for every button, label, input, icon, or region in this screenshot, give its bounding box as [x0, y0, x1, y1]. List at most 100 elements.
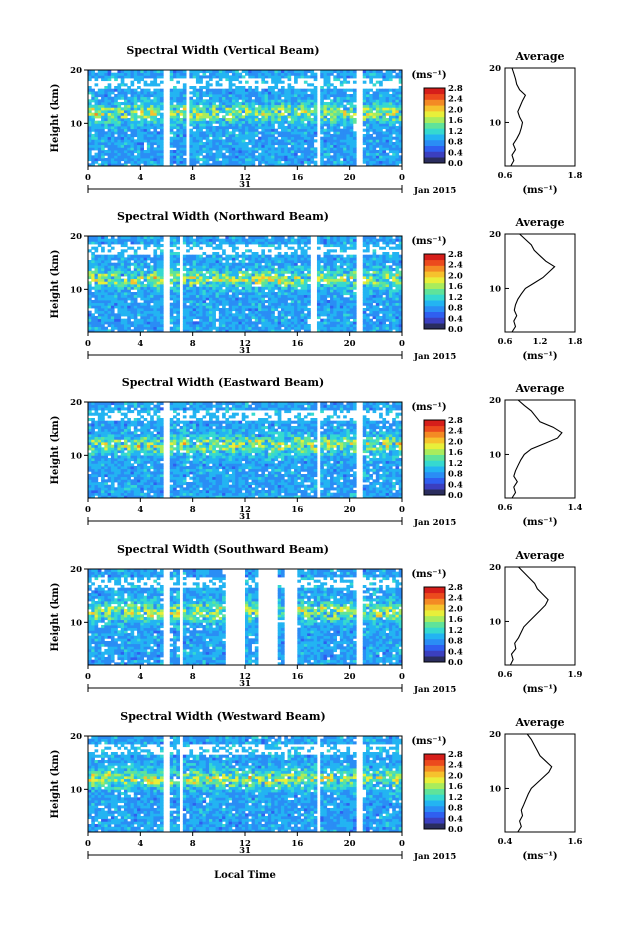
heatmap-cell — [294, 118, 298, 121]
heatmap-cell — [147, 295, 151, 298]
heatmap-cell — [297, 118, 301, 121]
heatmap-cell — [140, 102, 144, 105]
heatmap-cell — [131, 271, 135, 274]
heatmap-cell — [150, 316, 154, 319]
heatmap-cell — [288, 311, 292, 314]
heatmap-cell — [376, 123, 380, 126]
heatmap-cell — [245, 155, 249, 158]
heatmap-cell — [212, 327, 216, 330]
heatmap-cell — [101, 308, 105, 311]
heatmap-cell — [176, 89, 180, 92]
heatmap-cell — [379, 131, 383, 134]
heatmap-cell — [176, 297, 180, 300]
heatmap-cell — [183, 305, 187, 308]
heatmap-cell — [271, 265, 275, 268]
heatmap-cell — [202, 118, 206, 121]
heatmap-cell — [373, 129, 377, 132]
heatmap-cell — [196, 303, 200, 306]
heatmap-cell — [108, 276, 112, 279]
heatmap-cell — [88, 89, 92, 92]
heatmap-cell — [369, 134, 373, 137]
heatmap-cell — [95, 126, 99, 129]
heatmap-cell — [379, 126, 383, 129]
heatmap-cell — [222, 289, 226, 292]
heatmap-cell — [320, 289, 324, 292]
colorbar-swatch — [424, 128, 445, 134]
heatmap-cell — [242, 121, 246, 124]
heatmap-cell — [140, 134, 144, 137]
heatmap-cell — [304, 153, 308, 156]
heatmap-cell — [278, 316, 282, 319]
heatmap-cell — [320, 123, 324, 126]
heatmap-cell — [301, 260, 305, 263]
heatmap-cell — [376, 158, 380, 161]
heatmap-cell — [212, 300, 216, 303]
heatmap-cell — [104, 99, 108, 102]
heatmap-cell — [271, 289, 275, 292]
heatmap-cell — [140, 308, 144, 311]
heatmap-cell — [137, 75, 141, 78]
heatmap-cell — [310, 121, 314, 124]
heatmap-cell — [274, 268, 278, 271]
heatmap-cell — [340, 102, 344, 105]
heatmap-cell — [369, 113, 373, 116]
heatmap-cell — [294, 263, 298, 266]
heatmap-cell — [235, 155, 239, 158]
heatmap-cell — [268, 137, 272, 140]
heatmap-cell — [386, 113, 390, 116]
heatmap-cell — [343, 129, 347, 132]
heatmap-cell — [88, 99, 92, 102]
heatmap-cell — [153, 121, 157, 124]
heatmap-cell — [366, 153, 370, 156]
heatmap-cell — [150, 123, 154, 126]
heatmap-cell — [297, 289, 301, 292]
heatmap-cell — [346, 134, 350, 137]
heatmap-cell — [209, 265, 213, 268]
heatmap-cell — [101, 319, 105, 322]
heatmap-cell — [153, 303, 157, 306]
heatmap-cell — [284, 158, 288, 161]
heatmap-cell — [170, 115, 174, 118]
heatmap-cell — [304, 123, 308, 126]
heatmap-cell — [238, 319, 242, 322]
heatmap-cell — [173, 105, 177, 108]
heatmap-cell — [206, 134, 210, 137]
heatmap-cell — [340, 137, 344, 140]
heatmap-cell — [173, 273, 177, 276]
heatmap-cell — [337, 118, 341, 121]
heatmap-cell — [127, 273, 131, 276]
heatmap-cell — [258, 137, 262, 140]
heatmap-cell — [324, 83, 328, 86]
heatmap-cell — [150, 91, 154, 94]
heatmap-cell — [258, 155, 262, 158]
heatmap-cell — [170, 289, 174, 292]
heatmap-cell — [238, 97, 242, 100]
heatmap-cell — [255, 271, 259, 274]
heatmap-cell — [232, 110, 236, 113]
heatmap-cell — [291, 324, 295, 327]
heatmap-cell — [350, 147, 354, 150]
heatmap-cell — [176, 102, 180, 105]
heatmap-cell — [386, 126, 390, 129]
heatmap-cell — [271, 279, 275, 282]
heatmap-cell — [307, 113, 311, 116]
heatmap-cell — [176, 247, 180, 250]
heatmap-cell — [291, 247, 295, 250]
heatmap-cell — [232, 273, 236, 276]
heatmap-cell — [104, 134, 108, 137]
heatmap-cell — [88, 147, 92, 150]
heatmap-cell — [327, 86, 331, 89]
heatmap-cell — [153, 73, 157, 76]
heatmap-cell — [193, 308, 197, 311]
colorbar-tick-label: 0.4 — [448, 148, 463, 158]
heatmap-cell — [333, 75, 337, 78]
heatmap-cell — [317, 316, 321, 319]
heatmap-cell — [261, 284, 265, 287]
heatmap-cell — [121, 263, 125, 266]
heatmap-cell — [258, 121, 262, 124]
heatmap-cell — [340, 155, 344, 158]
heatmap-cell — [291, 113, 295, 116]
heatmap-cell — [291, 99, 295, 102]
heatmap-cell — [212, 126, 216, 129]
heatmap-cell — [363, 73, 367, 76]
